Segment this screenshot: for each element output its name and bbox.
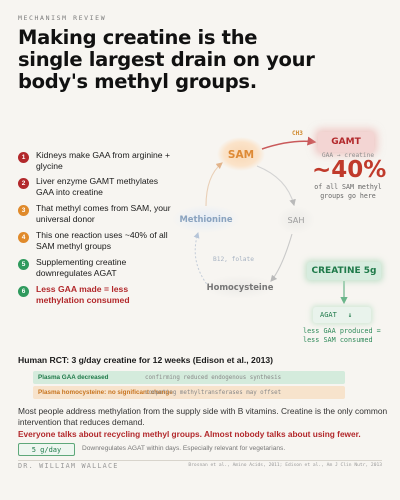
citation-text: Brosnan et al., Amino Acids, 2011; Ediso… bbox=[188, 463, 382, 468]
step-number-badge: 6 bbox=[18, 286, 29, 297]
methylation-cycle-diagram: SAM Methionine SAH Homocysteine CH3 B12,… bbox=[172, 130, 348, 305]
ch3-label: CH3 bbox=[292, 130, 303, 137]
punchline-text: Everyone talks about recycling methyl gr… bbox=[18, 429, 361, 439]
sah-label: SAH bbox=[287, 215, 304, 225]
step-text: That methyl comes from SAM, your univers… bbox=[36, 203, 171, 224]
page-title: Making creatine is the single largest dr… bbox=[18, 26, 315, 93]
sam-share-percent: ~40% bbox=[312, 157, 387, 183]
agat-effect-note: less GAA produced = less SAM consumed bbox=[303, 327, 381, 344]
sam-label: SAM bbox=[228, 149, 254, 161]
rct-heading: Human RCT: 3 g/day creatine for 12 weeks… bbox=[18, 355, 274, 365]
homocysteine-to-methionine-arrow bbox=[193, 232, 210, 288]
step-number-badge: 2 bbox=[18, 178, 29, 189]
step-item: 4 This one reaction uses ~40% of all SAM… bbox=[18, 230, 176, 251]
footer-divider bbox=[18, 460, 382, 461]
step-text-emphasis: Less GAA made = less methylation consume… bbox=[36, 284, 130, 305]
rct-result-row: Plasma GAA decreased confirming reduced … bbox=[33, 371, 345, 384]
homocysteine-label: Homocysteine bbox=[207, 282, 274, 292]
step-number-badge: 5 bbox=[18, 259, 29, 270]
step-item: 6 Less GAA made = less methylation consu… bbox=[18, 284, 176, 305]
author-signature: DR. WILLIAM WALLACE bbox=[18, 462, 119, 470]
step-item: 2 Liver enzyme GAMT methylates GAA into … bbox=[18, 176, 176, 197]
creatine-dose-box: CREATINE 5g bbox=[307, 262, 381, 280]
down-arrow-icon: ↓ bbox=[347, 311, 353, 319]
step-text: Liver enzyme GAMT methylates GAA into cr… bbox=[36, 176, 159, 197]
sah-to-homocysteine-arrow bbox=[270, 233, 293, 282]
step-number-badge: 1 bbox=[18, 152, 29, 163]
sam-to-sah-arrow bbox=[256, 165, 296, 207]
rct-result-note: competing methyltransferases may offset bbox=[145, 389, 282, 396]
dose-note: Downregulates AGAT within days. Especial… bbox=[82, 445, 286, 452]
gamt-reaction-label: GAA → creatine bbox=[321, 152, 375, 159]
step-item: 3 That methyl comes from SAM, your unive… bbox=[18, 203, 176, 224]
gamt-enzyme-box: GAMT bbox=[318, 132, 374, 152]
sah-node bbox=[277, 206, 315, 234]
step-item: 1 Kidneys make GAA from arginine + glyci… bbox=[18, 150, 176, 171]
homocysteine-node bbox=[204, 275, 276, 299]
agat-box: AGAT ↓ bbox=[313, 307, 371, 323]
step-number-badge: 4 bbox=[18, 232, 29, 243]
rct-result-label: Plasma homocysteine: no significant chan… bbox=[38, 389, 173, 396]
eyebrow-label: MECHANISM REVIEW bbox=[18, 14, 107, 22]
dose-badge: 5 g/day bbox=[18, 443, 75, 456]
rct-result-row: Plasma homocysteine: no significant chan… bbox=[33, 386, 345, 399]
rct-result-note: confirming reduced endogenous synthesis bbox=[145, 374, 282, 381]
methionine-node bbox=[172, 205, 240, 233]
cofactor-label: B12, folate bbox=[213, 256, 254, 263]
step-item: 5 Supplementing creatine downregulates A… bbox=[18, 257, 176, 278]
ch3-to-gamt-arrow bbox=[261, 136, 317, 150]
rct-result-label: Plasma GAA decreased bbox=[38, 374, 109, 381]
step-text: Kidneys make GAA from arginine + glycine bbox=[36, 150, 170, 171]
summary-paragraph: Most people address methylation from the… bbox=[18, 406, 388, 427]
step-text: This one reaction uses ~40% of all SAM m… bbox=[36, 230, 168, 251]
methionine-label: Methionine bbox=[179, 214, 232, 224]
methionine-to-sam-arrow bbox=[205, 162, 223, 207]
agat-label: AGAT bbox=[320, 311, 337, 319]
step-text: Supplementing creatine downregulates AGA… bbox=[36, 257, 127, 278]
step-number-badge: 3 bbox=[18, 205, 29, 216]
sam-node bbox=[217, 137, 265, 171]
sam-share-note: of all SAM methyl groups go here bbox=[314, 183, 382, 200]
